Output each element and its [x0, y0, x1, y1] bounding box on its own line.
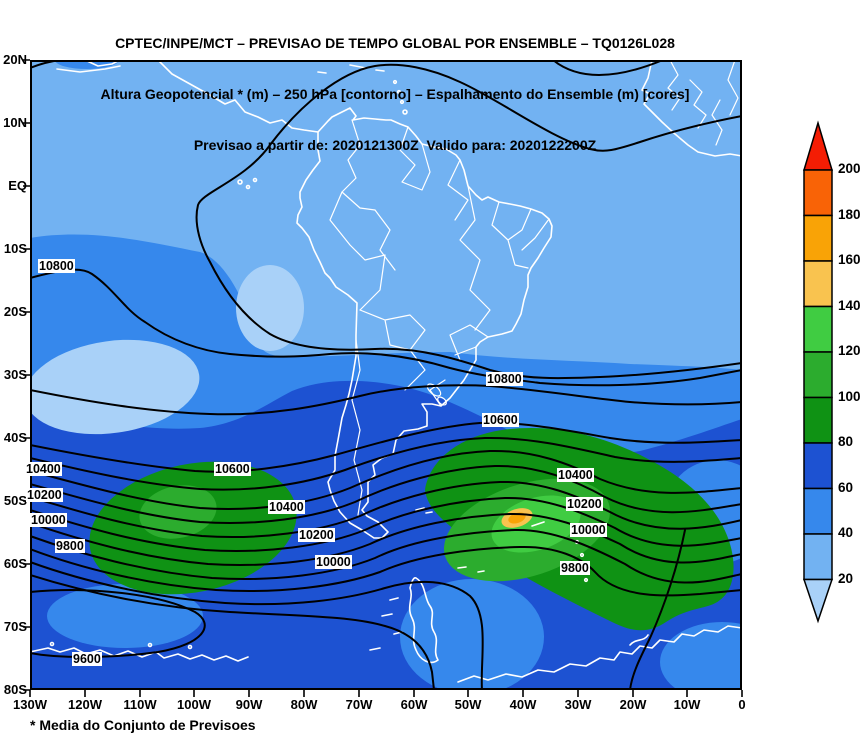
lon-label: 80W	[290, 697, 318, 712]
lat-label: 70S	[3, 619, 27, 634]
lon-label: 130W	[13, 697, 47, 712]
lat-label: 10N	[3, 115, 27, 130]
contour-label: 10200	[566, 497, 603, 511]
contour-label: 10400	[25, 462, 62, 476]
map-plot-area	[30, 60, 742, 690]
lon-label: 90W	[235, 697, 263, 712]
colorbar-arrow-top	[802, 120, 834, 171]
colorbar-tick-label: 100	[838, 389, 861, 404]
contour-top-dip	[552, 60, 664, 76]
contour-label: 10200	[298, 528, 335, 542]
spread-shading-regions	[30, 60, 742, 690]
lon-label: 0	[738, 697, 746, 712]
contour-label: 10200	[26, 488, 63, 502]
lon-label: 110W	[123, 697, 157, 712]
lat-label: EQ	[8, 178, 27, 193]
chart-title: CPTEC/INPE/MCT – PREVISAO DE TEMPO GLOBA…	[0, 1, 790, 171]
height-contours	[30, 60, 742, 690]
colorbar-tick-label: 140	[838, 298, 861, 313]
contour-label: 9600	[72, 652, 102, 666]
footnote-caption: * Media do Conjunto de Previsoes	[30, 717, 256, 733]
lat-label: 40S	[3, 430, 27, 445]
colorbar-tick-label: 40	[838, 525, 854, 540]
contour-10600	[30, 421, 742, 473]
colorbar-arrow-bottom	[802, 578, 834, 624]
contour-10000	[30, 512, 742, 567]
contour-label: 10400	[268, 500, 305, 514]
colorbar-tick-label: 200	[838, 161, 861, 176]
lon-label: 50W	[454, 697, 482, 712]
contour-hook-north	[195, 63, 742, 380]
contour-10200	[30, 480, 742, 539]
title-line-1: CPTEC/INPE/MCT – PREVISAO DE TEMPO GLOBA…	[115, 35, 675, 51]
contour-label: 10600	[214, 462, 251, 476]
colorbar	[802, 120, 834, 624]
lat-label: 20N	[3, 52, 27, 67]
colorbar-tick-label: 20	[838, 571, 854, 586]
title-line-2: Altura Geopotencial * (m) – 250 hPa [con…	[100, 86, 690, 102]
lat-label: 30S	[3, 367, 27, 382]
antarctica-coast	[30, 577, 742, 683]
lon-label: 60W	[400, 697, 428, 712]
coastlines	[30, 60, 742, 683]
contour-label: 10000	[570, 523, 607, 537]
africa-coast	[641, 60, 742, 157]
contour-label: 9800	[560, 561, 590, 575]
contour-label: 10000	[315, 555, 352, 569]
antarctic-peninsula	[408, 577, 439, 664]
lat-label: 60S	[3, 556, 27, 571]
colorbar-tick-label: 60	[838, 480, 854, 495]
contour-label: 10800	[38, 259, 75, 273]
colorbar-tick-label: 160	[838, 252, 861, 267]
lon-label: 20W	[619, 697, 647, 712]
contour-9800	[30, 545, 742, 597]
lat-label: 50S	[3, 493, 27, 508]
lat-label: 20S	[3, 304, 27, 319]
contour-label: 10400	[557, 468, 594, 482]
map-frame	[30, 60, 742, 690]
lon-label: 70W	[345, 697, 373, 712]
galapagos-islands	[237, 177, 258, 190]
south-america-coast	[296, 107, 553, 539]
country-state-borders	[329, 119, 550, 516]
contour-label: 9800	[55, 539, 85, 553]
contour-10800	[30, 268, 742, 387]
contour-label: 10800	[486, 372, 523, 386]
contour-label: 10000	[30, 513, 67, 527]
lat-label: 10S	[3, 241, 27, 256]
lat-label: 80S	[3, 682, 27, 697]
lon-label: 10W	[673, 697, 701, 712]
colorbar-tick-label: 120	[838, 343, 861, 358]
contour-label: 10600	[482, 413, 519, 427]
lon-label: 100W	[177, 697, 211, 712]
lon-label: 40W	[509, 697, 537, 712]
lon-label: 120W	[68, 697, 102, 712]
colorbar-tick-label: 180	[838, 207, 861, 222]
colorbar-tick-label: 80	[838, 434, 854, 449]
title-line-3: Previsao a partir de: 2020121300Z Valido…	[193, 137, 597, 153]
lon-label: 30W	[564, 697, 592, 712]
contour-10400	[30, 449, 742, 511]
